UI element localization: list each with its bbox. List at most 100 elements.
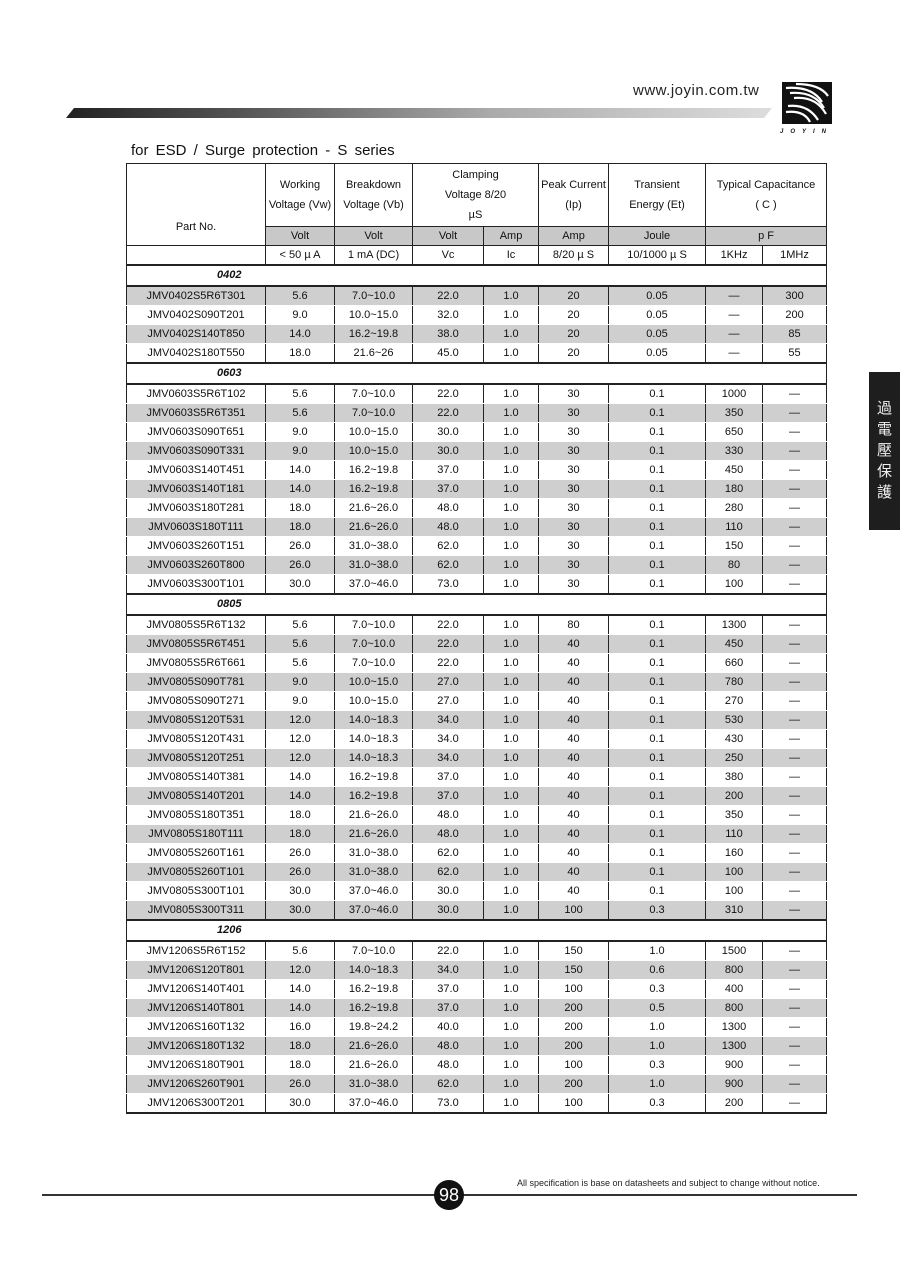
transient-energy: 0.1 [608, 574, 707, 595]
working-voltage: 9.0 [265, 672, 335, 692]
condition: 1 mA (DC) [334, 245, 413, 266]
table-row: JMV0603S140T451 14.0 16.2~19.8 37.0 1.0 30 0.1… [126, 460, 828, 480]
working-voltage: 14.0 [265, 479, 335, 499]
clamping-voltage: 40.0 [412, 1017, 484, 1037]
transient-energy: 0.1 [608, 536, 707, 556]
clamping-voltage: 27.0 [412, 691, 484, 711]
capacitance-1mhz: — [762, 615, 828, 635]
working-voltage: 18.0 [265, 498, 335, 518]
working-voltage: 14.0 [265, 786, 335, 806]
page-number: 98 [434, 1180, 464, 1210]
working-voltage: 12.0 [265, 729, 335, 749]
transient-energy: 0.1 [608, 767, 707, 787]
peak-current: 30 [538, 403, 610, 423]
capacitance-1khz: 380 [705, 767, 764, 787]
clamping-voltage: 34.0 [412, 748, 484, 768]
transient-energy: 0.3 [608, 900, 707, 921]
breakdown-voltage: 16.2~19.8 [334, 786, 413, 806]
breakdown-voltage: 7.0~10.0 [334, 941, 413, 961]
clamping-current: 1.0 [482, 1093, 540, 1114]
peak-current: 40 [538, 672, 610, 692]
transient-energy: 0.1 [608, 422, 707, 442]
table-row: JMV0805S300T311 30.0 37.0~46.0 30.0 1.0 100 0.… [126, 900, 828, 921]
header-peak-current: Peak Current (Ip) [538, 163, 610, 227]
clamping-current: 1.0 [482, 691, 540, 711]
capacitance-1mhz: 55 [762, 343, 828, 364]
capacitance-1mhz: — [762, 1074, 828, 1094]
transient-energy: 0.3 [608, 1055, 707, 1075]
capacitance-1mhz: — [762, 441, 828, 461]
working-voltage: 9.0 [265, 422, 335, 442]
clamping-current: 1.0 [482, 672, 540, 692]
part-number: JMV0805S5R6T132 [126, 615, 266, 635]
capacitance-1mhz: — [762, 941, 828, 961]
table-row: JMV0805S5R6T661 5.6 7.0~10.0 22.0 1.0 40 0.1 66… [126, 653, 828, 673]
part-number: JMV0805S260T101 [126, 862, 266, 882]
peak-current: 100 [538, 1055, 610, 1075]
table-row: JMV0805S120T531 12.0 14.0~18.3 34.0 1.0 40 0.1… [126, 710, 828, 730]
breakdown-voltage: 7.0~10.0 [334, 615, 413, 635]
clamping-current: 1.0 [482, 900, 540, 921]
working-voltage: 26.0 [265, 555, 335, 575]
capacitance-1mhz: — [762, 881, 828, 901]
peak-current: 20 [538, 305, 610, 325]
condition: 1MHz [762, 245, 828, 266]
part-number: JMV0805S140T381 [126, 767, 266, 787]
unit: p F [705, 226, 828, 246]
capacitance-1mhz: — [762, 517, 828, 537]
capacitance-1khz: — [705, 343, 764, 364]
capacitance-1khz: 330 [705, 441, 764, 461]
section-row-0402: 0402 [125, 264, 828, 287]
peak-current: 30 [538, 536, 610, 556]
transient-energy: 0.1 [608, 441, 707, 461]
capacitance-1khz: 280 [705, 498, 764, 518]
breakdown-voltage: 37.0~46.0 [334, 881, 413, 901]
section-row-1206: 1206 [125, 919, 828, 942]
logo-text: JOYIN [780, 129, 834, 135]
side-tab-overvoltage-protection[interactable]: 過電壓保護 [869, 372, 900, 530]
clamping-current: 1.0 [482, 729, 540, 749]
part-number: JMV0805S120T531 [126, 710, 266, 730]
working-voltage: 30.0 [265, 881, 335, 901]
transient-energy: 0.6 [608, 960, 707, 980]
part-number: JMV0603S5R6T351 [126, 403, 266, 423]
clamping-voltage: 45.0 [412, 343, 484, 364]
part-number: JMV1206S180T132 [126, 1036, 266, 1056]
clamping-voltage: 30.0 [412, 441, 484, 461]
capacitance-1khz: 1000 [705, 384, 764, 404]
transient-energy: 0.1 [608, 384, 707, 404]
table-row: JMV0805S180T111 18.0 21.6~26.0 48.0 1.0 40 0.1… [126, 824, 828, 844]
clamping-current: 1.0 [482, 498, 540, 518]
header-part-no: Part No. [126, 163, 266, 246]
table-row: JMV0603S140T181 14.0 16.2~19.8 37.0 1.0 30 0.1… [126, 479, 828, 499]
part-number: JMV0805S180T111 [126, 824, 266, 844]
clamping-voltage: 62.0 [412, 1074, 484, 1094]
clamping-current: 1.0 [482, 422, 540, 442]
peak-current: 40 [538, 786, 610, 806]
working-voltage: 14.0 [265, 998, 335, 1018]
condition: Vc [412, 245, 484, 266]
working-voltage: 18.0 [265, 517, 335, 537]
capacitance-1mhz: — [762, 729, 828, 749]
breakdown-voltage: 37.0~46.0 [334, 574, 413, 595]
unit: Volt [334, 226, 413, 246]
part-number: JMV1206S160T132 [126, 1017, 266, 1037]
capacitance-1khz: 350 [705, 403, 764, 423]
part-number: JMV1206S140T801 [126, 998, 266, 1018]
capacitance-1mhz: — [762, 979, 828, 999]
capacitance-1mhz: — [762, 574, 828, 595]
clamping-voltage: 48.0 [412, 1036, 484, 1056]
capacitance-1khz: 800 [705, 960, 764, 980]
breakdown-voltage: 10.0~15.0 [334, 422, 413, 442]
peak-current: 30 [538, 574, 610, 595]
capacitance-1khz: 400 [705, 979, 764, 999]
capacitance-1khz: 800 [705, 998, 764, 1018]
clamping-voltage: 48.0 [412, 1055, 484, 1075]
part-number: JMV0805S120T431 [126, 729, 266, 749]
transient-energy: 0.3 [608, 1093, 707, 1114]
clamping-voltage: 37.0 [412, 767, 484, 787]
breakdown-voltage: 7.0~10.0 [334, 653, 413, 673]
clamping-current: 1.0 [482, 843, 540, 863]
peak-current: 40 [538, 634, 610, 654]
part-number: JMV1206S180T901 [126, 1055, 266, 1075]
